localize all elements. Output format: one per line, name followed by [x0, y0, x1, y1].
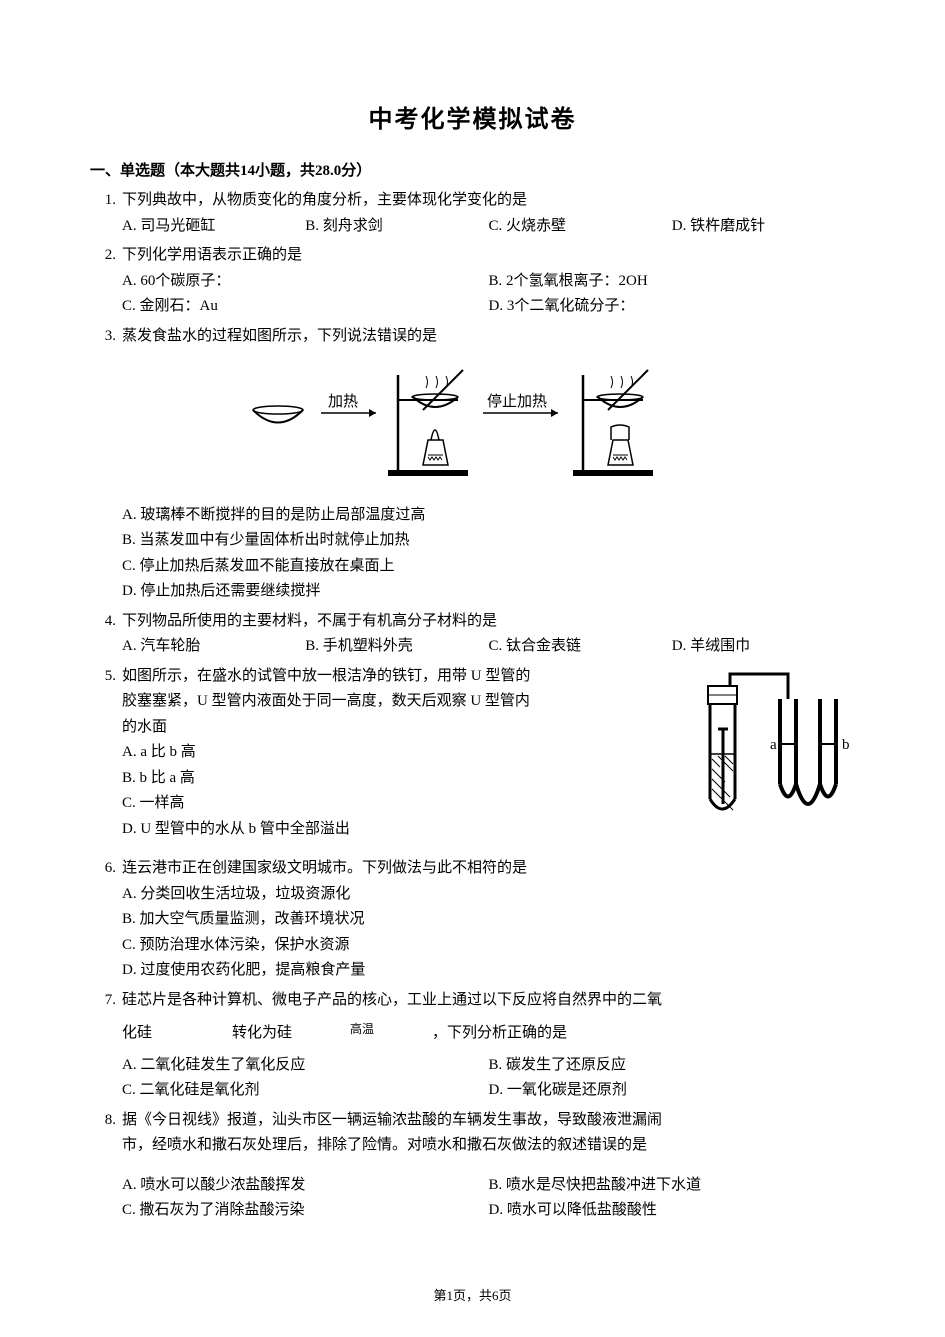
option-b: B. 加大空气质量监测，改善环境状况: [122, 907, 855, 933]
label-a: a: [770, 737, 777, 753]
option-d: D. 过度使用农药化肥，提高粮食产量: [122, 958, 855, 984]
option-c: C. 预防治理水体污染，保护水资源: [122, 933, 855, 959]
q-stem: 下列化学用语表示正确的是: [122, 243, 855, 269]
q-num: 6.: [90, 856, 122, 882]
q-num: 3.: [90, 324, 122, 350]
section-mid: 小题，共: [255, 163, 315, 179]
q-stem-line: 的水面: [122, 715, 680, 741]
option-c: C. 停止加热后蒸发皿不能直接放在桌面上: [122, 554, 855, 580]
option-d: D. U 型管中的水从 b 管中全部溢出: [122, 817, 680, 843]
label-b: b: [842, 737, 850, 753]
q-stem-line: 据《今日视线》报道，汕头市区一辆运输浓盐酸的车辆发生事故，导致酸液泄漏闹: [122, 1108, 855, 1134]
question-1: 1. 下列典故中，从物质变化的角度分析，主要体现化学变化的是 A. 司马光砸缸 …: [90, 188, 855, 239]
option-b: B. 当蒸发皿中有少量固体析出时就停止加热: [122, 528, 855, 554]
option-b: B. 手机塑料外壳: [305, 634, 488, 660]
option-b: B. b 比 a 高: [122, 766, 680, 792]
option-d: D. 喷水可以降低盐酸酸性: [489, 1198, 856, 1224]
option-c: C. 金刚石：Au: [122, 294, 489, 320]
option-a: A. 喷水可以酸少浓盐酸挥发: [122, 1173, 489, 1199]
section-count: 14: [240, 163, 255, 179]
utube-apparatus-icon: a b: [690, 664, 855, 824]
option-c: C. 二氧化硅是氧化剂: [122, 1078, 489, 1104]
condition-label: 高温: [292, 1019, 432, 1039]
q-stem: 下列典故中，从物质变化的角度分析，主要体现化学变化的是: [122, 188, 855, 214]
section-suffix: 分）: [341, 163, 371, 179]
question-8: 8. 据《今日视线》报道，汕头市区一辆运输浓盐酸的车辆发生事故，导致酸液泄漏闹 …: [90, 1108, 855, 1224]
option-b: B. 2个氢氧根离子：2OH: [489, 269, 856, 295]
page-footer: 第1页，共6页: [90, 1285, 855, 1307]
q-num: 7.: [90, 988, 122, 1014]
exam-page: 中考化学模拟试卷 一、单选题（本大题共14小题，共28.0分） 1. 下列典故中…: [0, 0, 945, 1337]
section-label: 一、单选题（本大题共: [90, 163, 240, 179]
option-a: A. a 比 b 高: [122, 740, 680, 766]
section-header: 一、单选题（本大题共14小题，共28.0分）: [90, 159, 855, 185]
option-a: A. 60个碳原子：: [122, 269, 489, 295]
option-d: D. 3个二氧化硫分子：: [489, 294, 856, 320]
option-a: A. 司马光砸缸: [122, 214, 305, 240]
q-num: 2.: [90, 243, 122, 269]
q-stem: 下列物品所使用的主要材料，不属于有机高分子材料的是: [122, 609, 855, 635]
option-d: D. 铁杵磨成针: [672, 214, 855, 240]
option-b: B. 碳发生了还原反应: [489, 1053, 856, 1079]
question-3: 3. 蒸发食盐水的过程如图所示，下列说法错误的是 加热: [90, 324, 855, 605]
q-stem-line: 如图所示，在盛水的试管中放一根洁净的铁钉，用带 U 型管的: [122, 664, 680, 690]
q-stem-line: 硅芯片是各种计算机、微电子产品的核心，工业上通过以下反应将自然界中的二氧: [122, 988, 855, 1014]
option-c: C. 火烧赤壁: [489, 214, 672, 240]
question-5: 5. 如图所示，在盛水的试管中放一根洁净的铁钉，用带 U 型管的 胶塞塞紧，U …: [90, 664, 855, 843]
option-a: A. 二氧化硅发生了氧化反应: [122, 1053, 489, 1079]
option-d: D. 羊绒围巾: [672, 634, 855, 660]
q3-figure: 加热: [90, 355, 855, 495]
question-2: 2. 下列化学用语表示正确的是 A. 60个碳原子： B. 2个氢氧根离子：2O…: [90, 243, 855, 320]
evaporation-diagram-icon: 加热: [223, 355, 723, 485]
q-num: 5.: [90, 664, 122, 690]
q-stem-line2: 化硅转化为硅高温，下列分析正确的是: [122, 1019, 855, 1047]
option-a: A. 汽车轮胎: [122, 634, 305, 660]
option-d: D. 停止加热后还需要继续搅拌: [122, 579, 855, 605]
option-c: C. 一样高: [122, 791, 680, 817]
option-b: B. 喷水是尽快把盐酸冲进下水道: [489, 1173, 856, 1199]
arrow2-label: 停止加热: [486, 393, 546, 410]
option-d: D. 一氧化碳是还原剂: [489, 1078, 856, 1104]
arrow1-label: 加热: [327, 393, 357, 410]
section-points: 28.0: [315, 163, 341, 179]
page-title: 中考化学模拟试卷: [90, 100, 855, 141]
question-7: 7. 硅芯片是各种计算机、微电子产品的核心，工业上通过以下反应将自然界中的二氧 …: [90, 988, 855, 1104]
q-num: 1.: [90, 188, 122, 214]
q5-figure: a b: [690, 664, 855, 834]
q-num: 4.: [90, 609, 122, 635]
option-c: C. 钛合金表链: [489, 634, 672, 660]
option-c: C. 撒石灰为了消除盐酸污染: [122, 1198, 489, 1224]
question-6: 6. 连云港市正在创建国家级文明城市。下列做法与此不相符的是 A. 分类回收生活…: [90, 856, 855, 984]
q-stem-line: 胶塞塞紧，U 型管内液面处于同一高度，数天后观察 U 型管内: [122, 689, 680, 715]
q-stem: 蒸发食盐水的过程如图所示，下列说法错误的是: [122, 324, 855, 350]
option-b: B. 刻舟求剑: [305, 214, 488, 240]
question-4: 4. 下列物品所使用的主要材料，不属于有机高分子材料的是 A. 汽车轮胎 B. …: [90, 609, 855, 660]
q-stem: 连云港市正在创建国家级文明城市。下列做法与此不相符的是: [122, 856, 855, 882]
option-a: A. 分类回收生活垃圾，垃圾资源化: [122, 882, 855, 908]
option-a: A. 玻璃棒不断搅拌的目的是防止局部温度过高: [122, 503, 855, 529]
q-stem-line: 市，经喷水和撒石灰处理后，排除了险情。对喷水和撒石灰做法的叙述错误的是: [122, 1133, 855, 1159]
q-num: 8.: [90, 1108, 122, 1134]
